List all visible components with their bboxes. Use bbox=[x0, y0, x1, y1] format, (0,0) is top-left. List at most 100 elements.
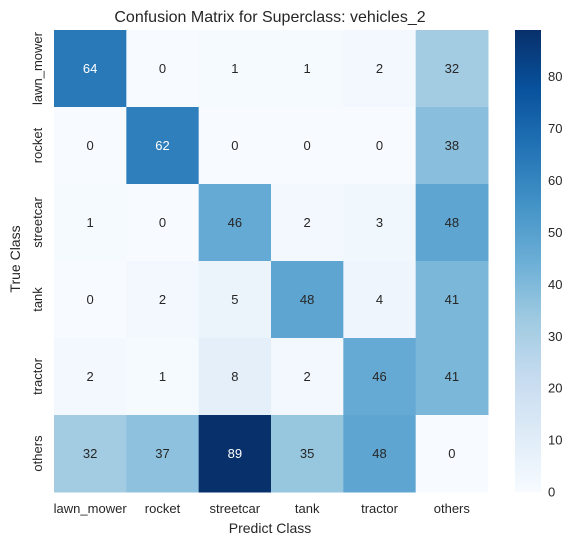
cell-value-label: 48 bbox=[445, 215, 459, 230]
y-tick-label: lawn_mower bbox=[30, 31, 45, 105]
colorbar-tick-label: 70 bbox=[548, 121, 562, 136]
heatmap-cell bbox=[271, 184, 344, 262]
cell-value-label: 38 bbox=[445, 138, 459, 153]
heatmap-cell bbox=[271, 338, 344, 416]
cell-value-label: 0 bbox=[87, 138, 94, 153]
heatmap-cell bbox=[126, 184, 200, 262]
cell-value-label: 41 bbox=[445, 369, 459, 384]
heatmap-cell bbox=[54, 261, 127, 339]
heatmap-cells: 64 0 1 1 2 32 0 62 0 0 0 38 1 0 46 2 3 48 0 2 5 48 4 41 2 1 8 2 46 41… bbox=[54, 30, 489, 493]
x-tick-labels: lawn_mower rocket streetcar tank tractor othe… bbox=[54, 501, 471, 516]
y-tick-label: rocket bbox=[30, 127, 45, 163]
cell-value-label: 0 bbox=[159, 61, 166, 76]
y-tick-label: tractor bbox=[30, 357, 45, 395]
heatmap-cell bbox=[198, 30, 272, 108]
colorbar-tick-label: 30 bbox=[548, 329, 562, 344]
cell-value-label: 3 bbox=[376, 215, 383, 230]
x-tick-label: others bbox=[434, 501, 471, 516]
heatmap-cell bbox=[271, 30, 344, 108]
x-tick-label: rocket bbox=[145, 501, 181, 516]
cell-value-label: 46 bbox=[372, 369, 386, 384]
heatmap-cell bbox=[415, 415, 489, 493]
heatmap-cell bbox=[343, 415, 417, 493]
colorbar-tick-label: 0 bbox=[548, 485, 555, 500]
y-axis-label: True Class bbox=[7, 225, 23, 292]
cell-value-label: 41 bbox=[445, 292, 459, 307]
heatmap-cell bbox=[198, 415, 272, 493]
heatmap-cell bbox=[126, 415, 200, 493]
heatmap-cell bbox=[54, 184, 127, 262]
cell-value-label: 89 bbox=[228, 446, 242, 461]
heatmap-cell bbox=[415, 338, 489, 416]
colorbar-tick-label: 20 bbox=[548, 381, 562, 396]
cell-value-label: 32 bbox=[83, 446, 97, 461]
heatmap-cell bbox=[415, 261, 489, 339]
y-tick-label: others bbox=[30, 435, 45, 472]
cell-value-label: 48 bbox=[372, 446, 386, 461]
heatmap-cell bbox=[343, 30, 417, 108]
cell-value-label: 1 bbox=[159, 369, 166, 384]
heatmap-cell bbox=[271, 107, 344, 185]
colorbar-tick-label: 40 bbox=[548, 277, 562, 292]
cell-value-label: 4 bbox=[376, 292, 383, 307]
heatmap-cell bbox=[271, 261, 344, 339]
heatmap-cell bbox=[415, 30, 489, 108]
heatmap-cell bbox=[198, 107, 272, 185]
cell-value-label: 32 bbox=[445, 61, 459, 76]
colorbar-tick-label: 50 bbox=[548, 225, 562, 240]
colorbar bbox=[515, 30, 541, 492]
y-tick-label: streetcar bbox=[30, 197, 45, 248]
cell-value-label: 35 bbox=[300, 446, 314, 461]
heatmap-cell bbox=[198, 338, 272, 416]
chart-title: Confusion Matrix for Superclass: vehicle… bbox=[114, 9, 425, 26]
heatmap-cell bbox=[271, 415, 344, 493]
cell-value-label: 48 bbox=[300, 292, 314, 307]
heatmap-cell bbox=[54, 107, 127, 185]
cell-value-label: 0 bbox=[231, 138, 238, 153]
cell-value-label: 8 bbox=[231, 369, 238, 384]
heatmap-cell bbox=[343, 184, 417, 262]
heatmap-cell bbox=[198, 184, 272, 262]
cell-value-label: 1 bbox=[87, 215, 94, 230]
cell-value-label: 46 bbox=[228, 215, 242, 230]
cell-value-label: 2 bbox=[304, 215, 311, 230]
cell-value-label: 2 bbox=[304, 369, 311, 384]
heatmap-cell bbox=[126, 107, 200, 185]
colorbar-tick-label: 60 bbox=[548, 173, 562, 188]
heatmap-cell bbox=[415, 107, 489, 185]
heatmap-cell bbox=[126, 261, 200, 339]
cell-value-label: 1 bbox=[304, 61, 311, 76]
cell-value-label: 1 bbox=[231, 61, 238, 76]
heatmap-cell bbox=[54, 30, 127, 108]
cell-value-label: 2 bbox=[87, 369, 94, 384]
x-tick-label: lawn_mower bbox=[54, 501, 128, 516]
x-tick-label: tank bbox=[295, 501, 320, 516]
x-tick-label: streetcar bbox=[210, 501, 261, 516]
cell-value-label: 62 bbox=[155, 138, 169, 153]
cell-value-label: 0 bbox=[87, 292, 94, 307]
heatmap-cell bbox=[343, 338, 417, 416]
colorbar-tick-label: 10 bbox=[548, 433, 562, 448]
x-tick-label: tractor bbox=[361, 501, 399, 516]
heatmap-cell bbox=[343, 261, 417, 339]
x-axis-label: Predict Class bbox=[229, 520, 311, 536]
cell-value-label: 2 bbox=[376, 61, 383, 76]
cell-value-label: 2 bbox=[159, 292, 166, 307]
heatmap-cell bbox=[198, 261, 272, 339]
y-tick-label: tank bbox=[30, 287, 45, 312]
cell-value-label: 0 bbox=[448, 446, 455, 461]
heatmap-cell bbox=[126, 338, 200, 416]
colorbar-tick-label: 80 bbox=[548, 69, 562, 84]
heatmap-cell bbox=[54, 338, 127, 416]
cell-value-label: 37 bbox=[155, 446, 169, 461]
cell-value-label: 0 bbox=[159, 215, 166, 230]
cell-value-label: 0 bbox=[304, 138, 311, 153]
cell-value-label: 0 bbox=[376, 138, 383, 153]
heatmap-cell bbox=[415, 184, 489, 262]
cell-value-label: 64 bbox=[83, 61, 97, 76]
colorbar-tick-labels: 0 10 20 30 40 50 60 70 80 bbox=[548, 69, 562, 499]
heatmap-cell bbox=[343, 107, 417, 185]
heatmap-cell bbox=[54, 415, 127, 493]
